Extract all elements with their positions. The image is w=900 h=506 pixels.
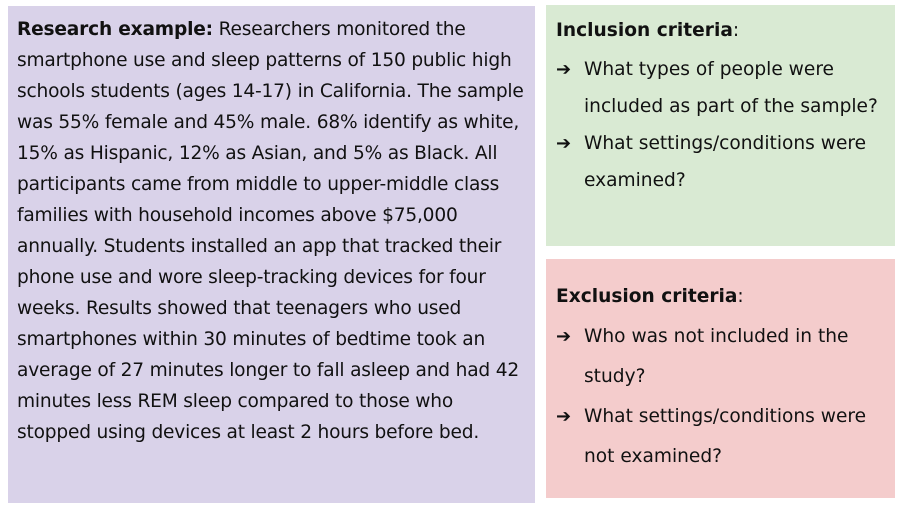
inclusion-criteria-colon: : <box>732 20 740 41</box>
research-example-text: Researchers monitored the smartphone use… <box>17 19 524 443</box>
arrow-right-icon: ➔ <box>556 326 572 347</box>
list-item: ➔ What settings/conditions were examined? <box>556 125 887 199</box>
arrow-right-icon: ➔ <box>556 133 572 154</box>
exclusion-item-text: What settings/conditions were not examin… <box>584 406 867 467</box>
inclusion-item-text: What types of people were included as pa… <box>584 59 878 117</box>
research-example-panel: Research example: Researchers monitored … <box>8 6 535 503</box>
exclusion-criteria-heading: Exclusion criteria: <box>556 283 887 311</box>
inclusion-item-text: What settings/conditions were examined? <box>584 133 867 191</box>
list-item: ➔ Who was not included in the study? <box>556 317 887 397</box>
inclusion-criteria-list: ➔ What types of people were included as p… <box>556 51 887 199</box>
arrow-right-icon: ➔ <box>556 406 572 427</box>
list-item: ➔ What types of people were included as p… <box>556 51 887 125</box>
arrow-right-icon: ➔ <box>556 59 572 80</box>
exclusion-criteria-list: ➔ Who was not included in the study? ➔ Wha… <box>556 317 887 477</box>
inclusion-criteria-heading: Inclusion criteria: <box>556 17 887 45</box>
exclusion-item-text: Who was not included in the study? <box>584 326 849 387</box>
exclusion-criteria-title: Exclusion criteria <box>556 286 738 307</box>
exclusion-criteria-panel: Exclusion criteria: ➔ Who was not include… <box>546 259 895 498</box>
exclusion-criteria-colon: : <box>737 286 744 307</box>
research-example-label: Research example: <box>17 19 213 40</box>
inclusion-criteria-panel: Inclusion criteria: ➔ What types of peopl… <box>546 5 895 246</box>
inclusion-criteria-title: Inclusion criteria <box>556 20 733 41</box>
list-item: ➔ What settings/conditions were not exami… <box>556 397 887 477</box>
